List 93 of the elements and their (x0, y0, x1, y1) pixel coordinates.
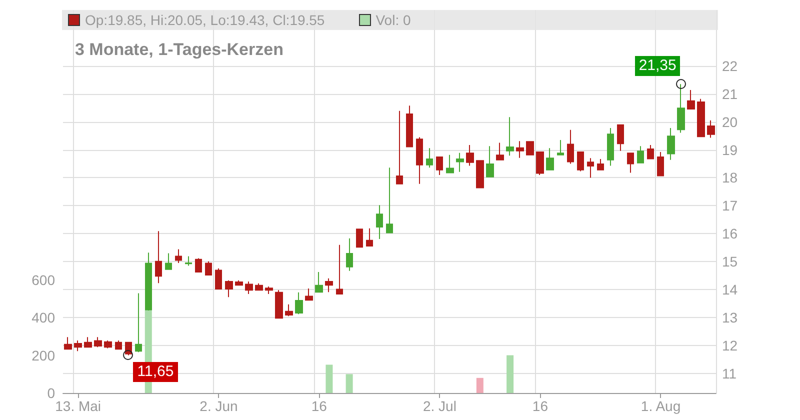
candlestick (707, 120, 715, 138)
candlestick (516, 140, 524, 158)
candlestick (225, 280, 233, 298)
candlestick (376, 204, 383, 240)
bar (346, 374, 353, 393)
candlestick (346, 238, 353, 272)
candlestick (406, 105, 413, 148)
x-tick-label: 2. Jul (422, 398, 456, 414)
y-tick-label: 17 (722, 198, 738, 214)
y2-tick-label: 600 (32, 272, 56, 288)
annotation: 11,65 (133, 362, 178, 382)
candlestick (165, 252, 172, 270)
annotation: 21,35 (634, 56, 680, 76)
candlestick (546, 148, 554, 170)
candlestick (305, 288, 313, 301)
candlestick (265, 286, 273, 295)
candlestick (336, 244, 343, 295)
candlestick (627, 152, 634, 174)
candlestick (456, 152, 464, 172)
candlestick (245, 280, 253, 295)
candlestick (617, 124, 624, 152)
candlestick (135, 292, 142, 353)
candlestick (557, 139, 564, 156)
y-tick-label: 12 (722, 337, 738, 354)
candlestick (597, 158, 604, 170)
annotation: Vol: 0 (376, 12, 411, 28)
candlestick (104, 340, 112, 349)
y-tick-label: 22 (722, 58, 738, 74)
candlestick (255, 282, 263, 291)
candlestick (416, 136, 423, 184)
y-tick-label: 20 (722, 114, 738, 130)
y-tick-label: 13 (722, 310, 738, 326)
candlestick (486, 146, 494, 178)
candlestick (396, 110, 403, 184)
candlestick (235, 280, 243, 286)
candlestick (366, 228, 373, 246)
candlestick (697, 98, 705, 138)
y-tick-label: 19 (722, 142, 738, 158)
candlestick (195, 258, 202, 272)
candlestick (175, 248, 182, 264)
candlestick (315, 271, 323, 293)
candlestick (74, 340, 82, 352)
candlestick (155, 230, 162, 284)
x-tick-label: 16 (532, 398, 548, 414)
candlestick (567, 129, 574, 164)
candlestick (607, 127, 614, 166)
candlestick (64, 336, 72, 350)
candlestick (356, 228, 363, 248)
y-tick-label: 14 (722, 282, 738, 298)
annotation: Op:19.85, Hi:20.05, Lo:19.43, Cl:19.55 (85, 12, 325, 28)
candlestick (285, 304, 293, 317)
candlestick (647, 144, 654, 160)
candlestick (205, 260, 212, 276)
candlestick (426, 148, 433, 168)
candlestick (687, 89, 695, 110)
candlestick (637, 146, 644, 164)
candlestick (295, 292, 303, 315)
x-tick-label: 13. Mai (55, 398, 102, 414)
y-tick-label: 11 (722, 365, 737, 382)
candlestick (496, 142, 504, 160)
y-tick-label: 21 (722, 86, 738, 102)
candlestick (526, 141, 534, 156)
candlestick (506, 116, 514, 156)
candlestick (577, 152, 584, 172)
candlestick (275, 290, 283, 319)
y-tick-label: 15 (722, 254, 738, 270)
x-tick-label: 2. Jun (200, 398, 238, 414)
candlestick (185, 256, 192, 266)
y-tick-label: 16 (722, 226, 738, 242)
candlestick (466, 144, 474, 166)
candlestick (386, 167, 393, 234)
bar (476, 378, 484, 393)
candlestick (536, 152, 544, 176)
candlestick (84, 336, 92, 348)
y-tick-label: 18 (722, 170, 738, 186)
candlestick (587, 158, 594, 178)
y2-tick-label: 200 (32, 347, 56, 364)
y2-tick-label: 0 (47, 385, 56, 401)
x-tick-label: 16 (311, 398, 328, 414)
candlestick (94, 336, 102, 348)
text: 3 Monate, 1-Tages-Kerzen (75, 40, 284, 59)
candlestick (476, 160, 484, 188)
candlestick (436, 156, 443, 176)
candlestick (215, 268, 222, 290)
candlestick (667, 127, 675, 160)
candlestick (325, 278, 333, 293)
candlestick (657, 152, 664, 176)
x-tick-label: 1. Aug (640, 398, 681, 414)
bar (506, 355, 514, 393)
candlestick (446, 154, 454, 174)
bar (326, 364, 333, 393)
candlestick (115, 340, 122, 350)
y2-tick-label: 400 (32, 310, 56, 326)
